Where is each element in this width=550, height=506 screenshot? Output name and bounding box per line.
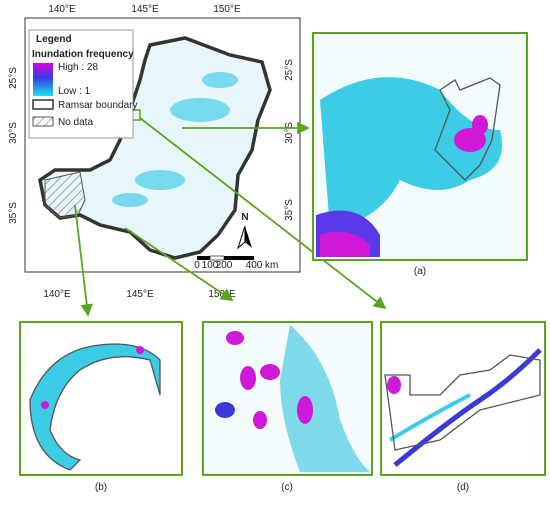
lat-label: 25°S	[8, 67, 19, 89]
lon-label: 145°E	[126, 289, 154, 300]
north-label: N	[241, 212, 248, 223]
lat-label: 35°S	[8, 202, 19, 224]
panel-label: (a)	[414, 266, 426, 277]
lon-label: 150°E	[208, 289, 236, 300]
scale-label: 400	[246, 260, 263, 271]
lat-label: 30°S	[284, 122, 295, 144]
lon-label: 140°E	[43, 289, 71, 300]
panel-label: (c)	[281, 482, 293, 493]
pointer-arrows	[74, 117, 387, 317]
panel-label: (b)	[95, 482, 107, 493]
inundation	[112, 72, 238, 207]
legend-heading: Inundation frequency	[32, 49, 134, 60]
lon-label: 140°E	[48, 4, 76, 15]
scale-label: 0	[194, 260, 200, 271]
legend-low: Low : 1	[58, 86, 91, 97]
scale-unit: km	[265, 260, 278, 271]
legend-no-data: No data	[58, 117, 93, 128]
panel-d: (d)	[380, 321, 546, 493]
scale-label: 100	[202, 260, 219, 271]
panel-c: (c)	[202, 321, 373, 493]
legend-high: High : 28	[58, 62, 98, 73]
lat-label: 35°S	[284, 199, 295, 221]
panel-label: (d)	[457, 482, 469, 493]
panel-a: (a)	[312, 32, 528, 277]
map-legend: Legend Inundation frequency High : 28 Lo…	[28, 29, 137, 139]
scale-bar: 0 100 200 400 km	[194, 255, 278, 271]
legend-ramsar: Ramsar boundary	[58, 100, 137, 111]
lat-label: 25°S	[284, 59, 295, 81]
lat-label: 30°S	[8, 122, 19, 144]
lon-label: 150°E	[213, 4, 241, 15]
north-arrow: N	[236, 212, 252, 250]
scale-label: 200	[216, 260, 233, 271]
panel-b: (b)	[19, 321, 183, 493]
lon-label: 145°E	[131, 4, 159, 15]
legend-title: Legend	[36, 34, 72, 45]
